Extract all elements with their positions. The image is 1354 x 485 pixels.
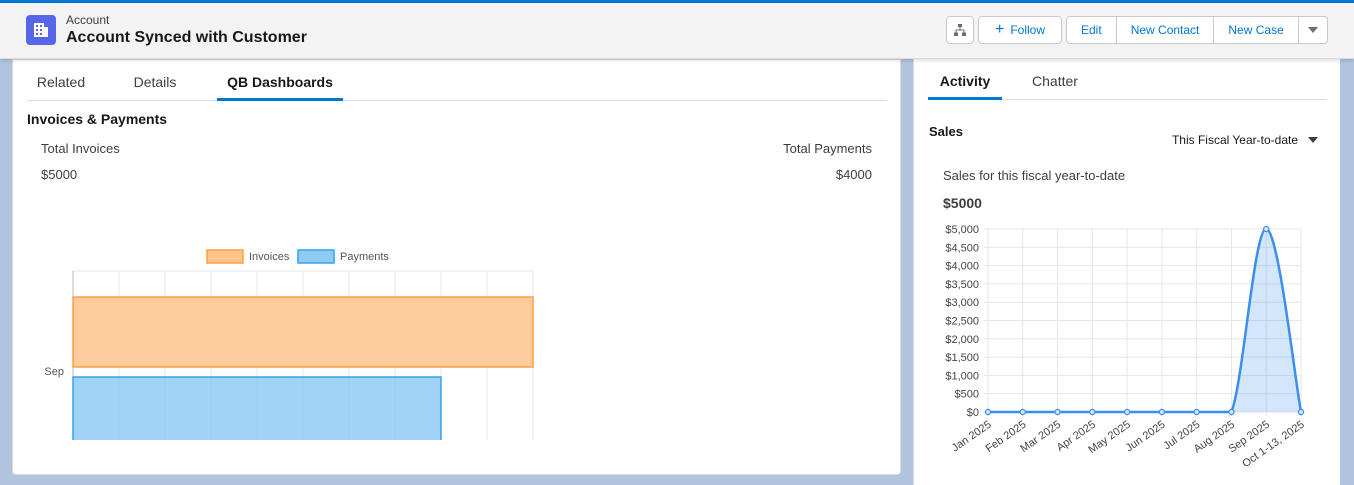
top-accent-bar [0, 0, 1354, 3]
y-tick-label: $4,000 [945, 261, 979, 273]
y-tick-label: $2,500 [945, 316, 979, 328]
y-tick-label: Sep [44, 366, 64, 378]
object-type-label: Account [66, 13, 110, 27]
fiscal-period-value: This Fiscal Year-to-date [1171, 133, 1298, 147]
tab-chatter[interactable]: Chatter [1032, 72, 1078, 89]
invoices-payments-bar-chart: InvoicesPayments$0$500$1,000$1,500$2,000… [44, 249, 534, 440]
y-tick-label: $4,500 [945, 242, 979, 254]
view-hierarchy-button[interactable] [946, 16, 974, 44]
data-point-9 [1297, 408, 1305, 416]
total-invoices-label: Total Invoices [41, 141, 120, 156]
new-contact-button[interactable]: New Contact [1117, 17, 1215, 43]
legend-swatch-invoices [206, 249, 244, 264]
y-tick-label: $3,000 [945, 297, 979, 309]
y-tick-label: $1,000 [945, 370, 979, 382]
total-payments-label: Total Payments [783, 141, 872, 156]
data-point-3 [1089, 408, 1096, 416]
data-point-2 [1054, 408, 1061, 416]
sales-subtitle: Sales for this fiscal year-to-date [943, 168, 1126, 183]
hierarchy-icon [954, 24, 966, 36]
y-tick-label: $2,000 [945, 334, 979, 346]
tab-details[interactable]: Details [133, 73, 177, 90]
sales-area-fill [988, 229, 1301, 412]
y-tick-label: $0 [967, 407, 979, 419]
legend-swatch-payments [297, 249, 335, 264]
total-payments-value: $4000 [835, 167, 872, 182]
data-point-4 [1123, 408, 1131, 416]
record-header: Account Account Synced with Customer + F… [0, 3, 1354, 59]
sales-line-chart: $0 $500 $1,000 $1,500 $2,000 $2,500 $3,000 $3,5… [945, 224, 1307, 471]
record-title: Account Synced with Customer [66, 29, 307, 46]
data-point-6 [1193, 408, 1200, 416]
more-actions-button[interactable] [1299, 17, 1327, 43]
sales-title: Sales [929, 124, 963, 139]
y-tick-label: $3,500 [945, 279, 979, 291]
legend-label-invoices: Invoices [249, 251, 290, 263]
fiscal-period-select[interactable]: This Fiscal Year-to-date [1172, 133, 1318, 147]
invoices-section-title: Invoices & Payments [27, 111, 168, 127]
total-invoices-value: $5000 [41, 167, 78, 182]
x-tick-label: Oct 1-13, 2025 [1240, 419, 1307, 471]
chart-legend: Invoices Payments [206, 249, 389, 264]
y-tick-label: $5,000 [945, 224, 979, 236]
qb-dashboard-card: Related Details QB Dashboards Invoices &… [12, 59, 901, 475]
activity-tabs: Activity Chatter [928, 62, 1326, 100]
tab-related[interactable]: Related [36, 73, 86, 90]
y-tick-label: $500 [955, 389, 979, 401]
tab-qb-dashboards[interactable]: QB Dashboards [217, 63, 343, 101]
activity-panel: Activity Chatter Sales This Fiscal Year-… [913, 59, 1340, 485]
data-point-0 [984, 408, 992, 416]
data-point-8 [1263, 225, 1270, 233]
record-tabs: Related Details QB Dashboards [27, 63, 887, 101]
plus-icon: + [994, 21, 1005, 38]
chevron-down-icon [1307, 27, 1318, 33]
y-tick-label: $1,500 [945, 352, 979, 364]
data-point-1 [1019, 408, 1026, 416]
edit-button[interactable]: Edit [1067, 17, 1117, 43]
account-icon [26, 15, 56, 45]
new-case-button[interactable]: New Case [1214, 17, 1299, 43]
bar-payments [72, 376, 442, 440]
data-point-5 [1158, 408, 1166, 416]
data-point-7 [1228, 408, 1235, 416]
tab-activity[interactable]: Activity [928, 62, 1002, 100]
follow-label: Follow [1010, 23, 1046, 37]
x-tick-label: Jun 2025 [1124, 419, 1168, 455]
caret-down-icon [1308, 137, 1318, 143]
legend-label-payments: Payments [340, 251, 389, 263]
sales-total: $5000 [943, 195, 982, 211]
action-button-group: Edit New Contact New Case [1066, 16, 1328, 44]
follow-button[interactable]: + Follow [978, 16, 1062, 44]
bar-invoices [72, 296, 534, 368]
